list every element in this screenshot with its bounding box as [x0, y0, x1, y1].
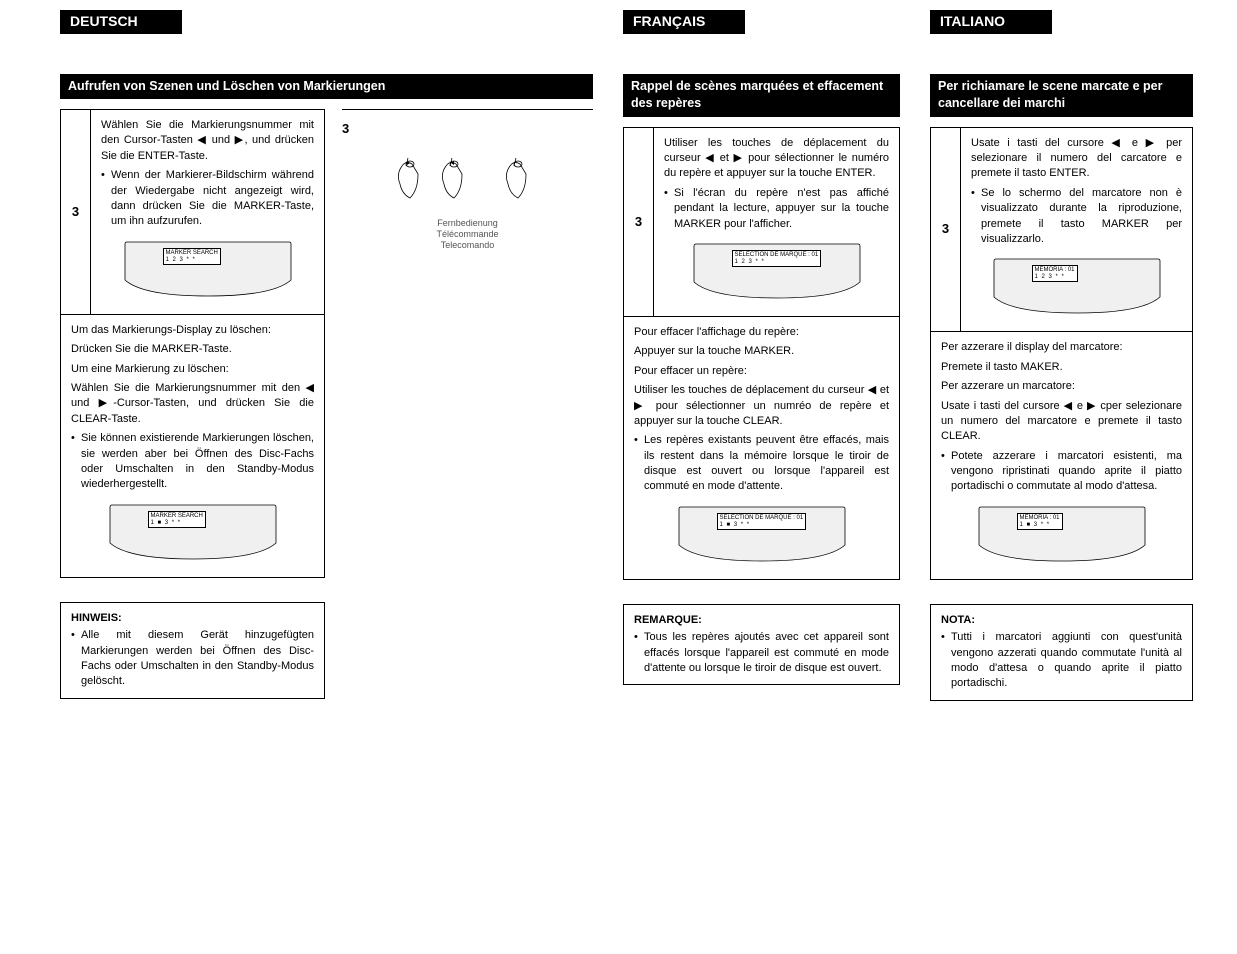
lower-line: Usate i tasti del cursore ◀ e ▶ cper sel… [941, 399, 1182, 445]
column-francais: FRANÇAIS Rappel de scènes marquées et ef… [623, 10, 900, 701]
bullet-dot: • [634, 433, 644, 495]
section-title-fr: Rappel de scènes marquées et effacement … [623, 74, 900, 117]
osd-bottom: 1 ■ 3 * * [1020, 522, 1060, 528]
step-box-it: 3 Usate i tasti del cursore ◀ e ▶ per se… [930, 127, 1193, 333]
screen-illustration: MARKER SEARCH 1 2 3 * * [123, 240, 293, 298]
lower-line: Premete il tasto MAKER. [941, 360, 1182, 375]
remote-caption: Télécommande [342, 229, 593, 240]
bullet-dot: • [971, 186, 981, 248]
screen-illustration: MEMORIA : 01 1 ■ 3 * * [977, 505, 1147, 563]
osd-bottom: 1 ■ 3 * * [720, 522, 804, 528]
step-box-fr: 3 Utiliser les touches de déplacement du… [623, 127, 900, 317]
remote-step-number: 3 [342, 120, 349, 138]
step-lower-fr: Pour effacer l'affichage du repère: Appu… [623, 317, 900, 580]
lang-header-de: DEUTSCH [60, 10, 182, 34]
de-right-remote: 3 [342, 109, 593, 699]
step-text: Usate i tasti del cursore ◀ e ▶ per sele… [971, 136, 1182, 182]
bullet-dot: • [941, 630, 951, 692]
lower-line: Drücken Sie die MARKER-Taste. [71, 342, 314, 357]
step-text: Utiliser les touches de déplacement du c… [664, 136, 889, 182]
step-number: 3 [931, 128, 961, 332]
osd-top: MARKER SEARCH [151, 513, 203, 519]
bullet-dot: • [941, 449, 951, 495]
step-bullet: Wenn der Markierer-Bildschirm während de… [111, 168, 314, 230]
marker-osd: SELECTION DE MARQUE : 01 1 ■ 3 * * [717, 513, 807, 530]
manual-page: DEUTSCH Aufrufen von Szenen und Löschen … [60, 10, 1177, 701]
osd-top: MARKER SEARCH [166, 250, 218, 256]
marker-osd: MARKER SEARCH 1 2 3 * * [163, 248, 221, 265]
bullet-dot: • [664, 186, 674, 232]
bullet-dot: • [71, 628, 81, 690]
screen-illustration: SELECTION DE MARQUE : 01 1 ■ 3 * * [677, 505, 847, 563]
lower-bullet: Sie können existierende Markierungen lös… [81, 431, 314, 493]
bullet-dot: • [101, 168, 111, 230]
osd-bottom: 1 ■ 3 * * [151, 520, 203, 526]
column-deutsch: DEUTSCH Aufrufen von Szenen und Löschen … [60, 10, 593, 701]
remote-caption: Telecomando [342, 240, 593, 251]
note-text: Alle mit diesem Gerät hinzugefügten Mark… [81, 628, 314, 690]
step-bullet: Si l'écran du repère n'est pas affiché p… [674, 186, 889, 232]
lower-line: Pour effacer un repère: [634, 364, 889, 379]
step-number: 3 [624, 128, 654, 316]
note-title: NOTA: [941, 613, 1182, 628]
screen-illustration: MARKER SEARCH 1 ■ 3 * * [108, 503, 278, 561]
lower-line: Wählen Sie die Markierungsnummer mit den… [71, 381, 314, 427]
osd-bottom: 1 2 3 * * [1035, 274, 1075, 280]
note-box-it: NOTA: • Tutti i marcatori aggiunti con q… [930, 604, 1193, 701]
step-box-de: 3 Wählen Sie die Markierungsnummer mit d… [60, 109, 325, 315]
lower-line: Appuyer sur la touche MARKER. [634, 344, 889, 359]
screen-illustration: MEMORIA : 01 1 2 3 * * [992, 257, 1162, 315]
bullet-dot: • [71, 431, 81, 493]
lower-line: Per azzerare un marcatore: [941, 379, 1182, 394]
lower-line: Um eine Markierung zu löschen: [71, 362, 314, 377]
note-title: REMARQUE: [634, 613, 889, 628]
step-lower-de: Um das Markierungs-Display zu löschen: D… [60, 315, 325, 578]
note-box-de: HINWEIS: • Alle mit diesem Gerät hinzuge… [60, 602, 325, 699]
step-lower-it: Per azzerare il display del marcatore: P… [930, 332, 1193, 580]
osd-bottom: 1 2 3 * * [735, 259, 819, 265]
lower-line: Pour effacer l'affichage du repère: [634, 325, 889, 340]
osd-top: SELECTION DE MARQUE : 01 [720, 515, 804, 521]
section-title-de: Aufrufen von Szenen und Löschen von Mark… [60, 74, 593, 100]
bullet-dot: • [634, 630, 644, 676]
remote-hands-icon [388, 144, 548, 214]
note-text: Tous les repères ajoutés avec cet appare… [644, 630, 889, 676]
lower-bullet: Les repères existants peuvent être effac… [644, 433, 889, 495]
remote-illustration: Fernbedienung Télécommande Telecomando [342, 144, 593, 250]
marker-osd: SELECTION DE MARQUE : 01 1 2 3 * * [732, 250, 822, 267]
lang-header-it: ITALIANO [930, 10, 1052, 34]
lower-line: Um das Markierungs-Display zu löschen: [71, 323, 314, 338]
marker-osd: MEMORIA : 01 1 2 3 * * [1032, 265, 1078, 282]
column-italiano: ITALIANO Per richiamare le scene marcate… [930, 10, 1193, 701]
step-text: Wählen Sie die Markierungsnummer mit den… [101, 118, 314, 164]
lower-line: Per azzerare il display del marcatore: [941, 340, 1182, 355]
note-text: Tutti i marcatori aggiunti con quest'uni… [951, 630, 1182, 692]
osd-top: MEMORIA : 01 [1035, 267, 1075, 273]
de-left-steps: 3 Wählen Sie die Markierungsnummer mit d… [60, 109, 325, 699]
step-number: 3 [61, 110, 91, 314]
osd-top: SELECTION DE MARQUE : 01 [735, 252, 819, 258]
marker-osd: MARKER SEARCH 1 ■ 3 * * [148, 511, 206, 528]
marker-osd: MEMORIA : 01 1 ■ 3 * * [1017, 513, 1063, 530]
osd-bottom: 1 2 3 * * [166, 257, 218, 263]
step-bullet: Se lo schermo del marcatore non è visual… [981, 186, 1182, 248]
note-box-fr: REMARQUE: • Tous les repères ajoutés ave… [623, 604, 900, 686]
osd-top: MEMORIA : 01 [1020, 515, 1060, 521]
note-title: HINWEIS: [71, 611, 314, 626]
remote-caption: Fernbedienung [342, 218, 593, 229]
screen-illustration: SELECTION DE MARQUE : 01 1 2 3 * * [692, 242, 862, 300]
lower-line: Utiliser les touches de déplacement du c… [634, 383, 889, 429]
section-title-it: Per richiamare le scene marcate e per ca… [930, 74, 1193, 117]
lang-header-fr: FRANÇAIS [623, 10, 745, 34]
lower-bullet: Potete azzerare i marcatori esistenti, m… [951, 449, 1182, 495]
